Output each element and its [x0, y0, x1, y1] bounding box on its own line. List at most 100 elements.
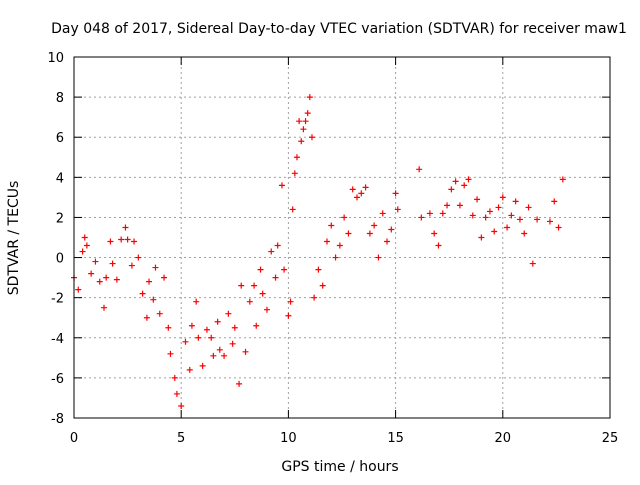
data-point: [349, 186, 356, 193]
data-point: [257, 266, 264, 273]
data-point: [195, 334, 202, 341]
data-point: [251, 282, 258, 289]
data-point: [208, 334, 215, 341]
data-point: [278, 182, 285, 189]
y-tick-label: 8: [56, 91, 64, 106]
data-point: [188, 322, 195, 329]
x-tick-label: 20: [495, 431, 512, 446]
data-point: [456, 202, 463, 209]
x-tick-label: 10: [280, 431, 297, 446]
data-point: [416, 166, 423, 173]
data-point: [298, 138, 305, 145]
data-point: [444, 202, 451, 209]
y-tick-label: 0: [56, 252, 64, 267]
x-tick-label: 0: [70, 431, 78, 446]
data-point: [452, 178, 459, 185]
data-point: [435, 242, 442, 249]
data-point: [214, 318, 221, 325]
data-point: [152, 264, 159, 271]
data-point: [306, 94, 313, 101]
data-point: [388, 226, 395, 233]
y-tick-label: 2: [56, 211, 64, 226]
data-point: [491, 228, 498, 235]
plot-frame: [73, 56, 611, 419]
data-point: [525, 204, 532, 211]
data-point: [439, 210, 446, 217]
y-tick-label: -8: [51, 412, 64, 427]
data-point: [96, 278, 103, 285]
data-point: [371, 222, 378, 229]
data-point: [161, 274, 168, 281]
data-point: [300, 126, 307, 133]
data-point: [109, 260, 116, 267]
data-point: [521, 230, 528, 237]
data-point: [193, 298, 200, 305]
data-point: [83, 242, 90, 249]
y-axis-label: SDTVAR / TECUs: [6, 181, 22, 296]
data-point: [272, 274, 279, 281]
data-point: [304, 110, 311, 117]
data-point: [124, 236, 131, 243]
data-point: [478, 234, 485, 241]
data-point: [474, 196, 481, 203]
data-point: [375, 254, 382, 261]
data-point: [341, 214, 348, 221]
data-point: [167, 350, 174, 357]
data-point: [242, 348, 249, 355]
data-point: [173, 390, 180, 397]
data-point: [253, 322, 260, 329]
data-point: [328, 222, 335, 229]
data-point: [345, 230, 352, 237]
data-point: [499, 194, 506, 201]
data-point: [354, 194, 361, 201]
data-point: [75, 286, 82, 293]
data-point: [210, 352, 217, 359]
data-point: [319, 282, 326, 289]
data-point: [394, 206, 401, 213]
data-point: [79, 248, 86, 255]
data-point: [516, 216, 523, 223]
data-point: [392, 190, 399, 197]
data-point: [150, 296, 157, 303]
data-point: [336, 242, 343, 249]
data-point: [289, 206, 296, 213]
data-point: [287, 298, 294, 305]
data-point: [559, 176, 566, 183]
y-tick-label: 6: [56, 131, 64, 146]
data-point: [216, 346, 223, 353]
data-point: [384, 238, 391, 245]
data-point: [486, 208, 493, 215]
data-point: [139, 290, 146, 297]
data-point: [135, 254, 142, 261]
data-layer: [71, 94, 566, 409]
data-point: [236, 380, 243, 387]
data-point: [92, 258, 99, 265]
data-point: [332, 254, 339, 261]
data-point: [293, 154, 300, 161]
x-axis-label: GPS time / hours: [281, 459, 398, 475]
data-point: [431, 230, 438, 237]
data-point: [268, 248, 275, 255]
data-point: [323, 238, 330, 245]
data-point: [246, 298, 253, 305]
data-point: [358, 190, 365, 197]
data-point: [302, 118, 309, 125]
x-tick-label: 25: [602, 431, 619, 446]
data-point: [118, 236, 125, 243]
data-point: [512, 198, 519, 205]
data-point: [231, 324, 238, 331]
data-point: [165, 324, 172, 331]
data-point: [495, 204, 502, 211]
data-point: [546, 218, 553, 225]
data-point: [366, 230, 373, 237]
data-point: [426, 210, 433, 217]
data-point: [551, 198, 558, 205]
data-point: [529, 260, 536, 267]
data-point: [461, 182, 468, 189]
y-tick-label: -4: [51, 332, 64, 347]
data-point: [88, 270, 95, 277]
data-point: [103, 274, 110, 281]
tick-label-layer: 0 5 10 15 20 25 -8 -6 -4 -2 0 2 4 6 8 10: [47, 51, 618, 446]
